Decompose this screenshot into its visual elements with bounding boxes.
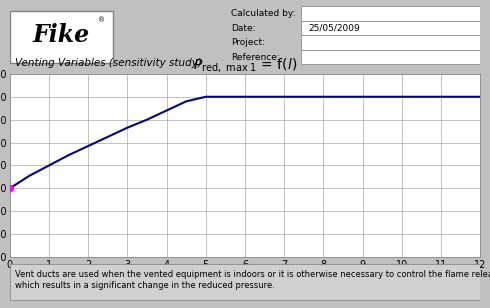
Text: Reference:: Reference: — [231, 53, 280, 62]
Text: Project:: Project: — [231, 38, 265, 47]
FancyBboxPatch shape — [301, 21, 480, 35]
Text: Venting Variables (sensitivity study): Venting Variables (sensitivity study) — [15, 58, 201, 68]
Text: Date:: Date: — [231, 24, 255, 33]
Text: ®: ® — [98, 17, 105, 23]
Text: Vent ducts are used when the vented equipment is indoors or it is otherwise nece: Vent ducts are used when the vented equi… — [16, 270, 490, 290]
FancyBboxPatch shape — [10, 264, 480, 300]
FancyBboxPatch shape — [301, 35, 480, 50]
FancyBboxPatch shape — [301, 6, 480, 21]
FancyBboxPatch shape — [301, 50, 480, 64]
X-axis label: Vent duct length $l$ (m): Vent duct length $l$ (m) — [180, 273, 310, 286]
Title: $P_{\mathrm{red,\ max\ 1}}$ = f($l$): $P_{\mathrm{red,\ max\ 1}}$ = f($l$) — [193, 56, 297, 74]
Text: 25/05/2009: 25/05/2009 — [309, 24, 360, 33]
Text: Calculated by:: Calculated by: — [231, 9, 295, 18]
FancyBboxPatch shape — [10, 10, 113, 63]
Text: Fike: Fike — [33, 23, 90, 47]
